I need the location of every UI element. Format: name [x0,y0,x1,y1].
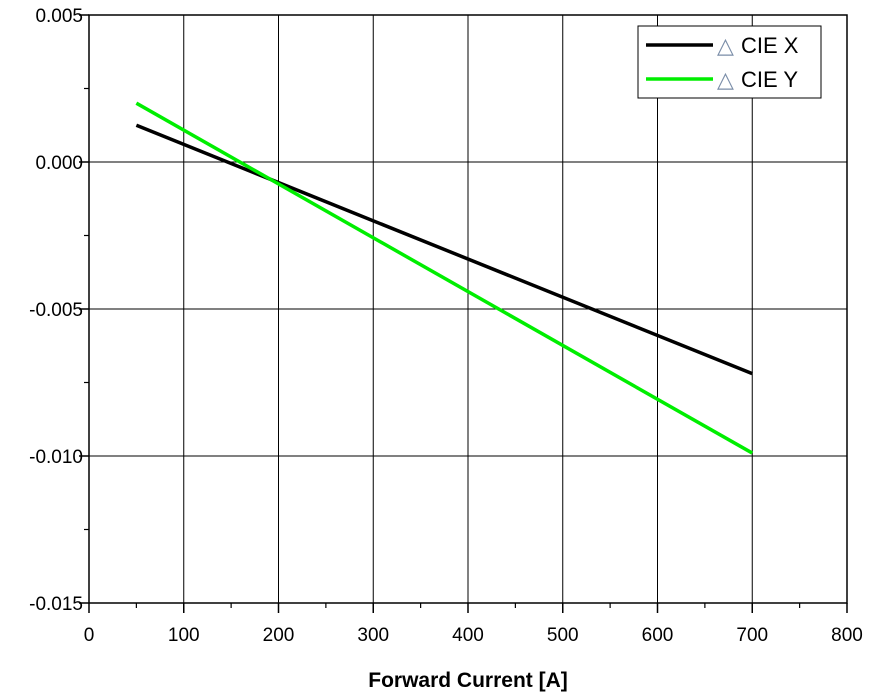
x-tick-labels: 0 100 200 300 400 500 600 700 800 [84,625,863,646]
delta-icon: △ [717,33,734,58]
legend-label: CIE Y [741,67,798,92]
y-tick-label: -0.005 [29,300,83,321]
x-tick-label: 400 [452,625,484,646]
y-tick-label: 0.005 [35,6,83,27]
series-layer [135,101,754,455]
axis-ticks [79,14,848,613]
y-tick-label: -0.010 [29,447,83,468]
x-tick-label: 600 [642,625,674,646]
y-tick-label: -0.015 [29,594,83,615]
x-tick-label: 700 [736,625,768,646]
delta-icon: △ [717,67,734,92]
x-tick-label: 200 [263,625,295,646]
series-line-1 [135,123,753,376]
legend: △ CIE X △ CIE Y [637,25,822,99]
x-tick-label: 500 [547,625,579,646]
grid [89,15,847,603]
x-tick-label: 100 [168,625,200,646]
legend-label: CIE X [741,33,799,58]
x-tick-label: 0 [84,625,95,646]
x-axis-title: Forward Current [A] [368,669,568,692]
series-line-2 [135,101,754,455]
y-tick-labels: 0.005 0.000 -0.005 -0.010 -0.015 [29,6,83,615]
x-tick-label: 800 [831,625,863,646]
x-tick-label: 300 [357,625,389,646]
legend-box [637,25,822,99]
y-tick-label: 0.000 [35,153,83,174]
